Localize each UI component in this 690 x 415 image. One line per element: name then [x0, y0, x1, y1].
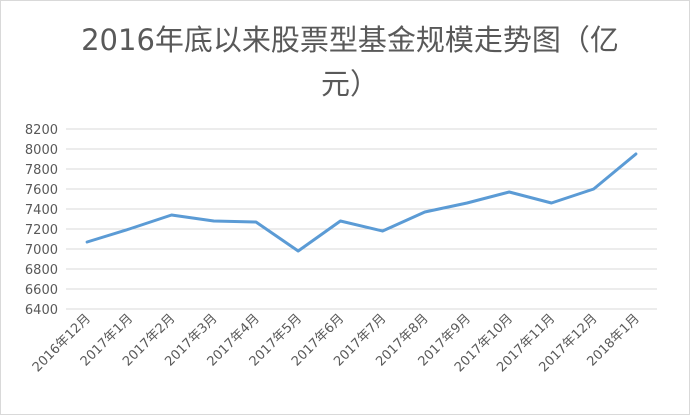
chart-title: 2016年底以来股票型基金规模走势图（亿元）	[81, 23, 619, 101]
y-tick-label: 8200	[25, 123, 58, 138]
y-tick-label: 7600	[25, 183, 58, 198]
y-tick-label: 7800	[25, 163, 58, 178]
data-line	[85, 152, 638, 253]
y-tick-label: 6400	[25, 303, 58, 318]
y-tick-label: 8000	[25, 143, 58, 158]
y-tick-label: 6800	[25, 263, 58, 278]
y-tick-label: 6600	[25, 283, 58, 298]
y-tick-label: 7200	[25, 223, 58, 238]
y-tick-label: 7400	[25, 203, 58, 218]
y-tick-label: 7000	[25, 243, 58, 258]
